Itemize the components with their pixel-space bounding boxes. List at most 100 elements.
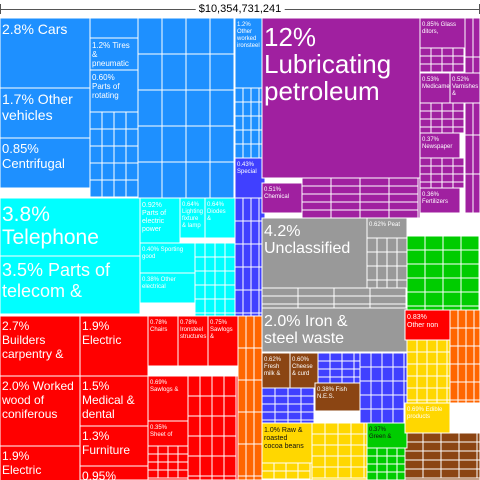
- filler-cell: [458, 441, 478, 452]
- filler-cell: [460, 277, 480, 293]
- filler-cell: [386, 463, 398, 473]
- filler-cell: [430, 47, 443, 57]
- filler-cell: [464, 173, 474, 214]
- filler-cell: [419, 110, 432, 120]
- filler-cell: [436, 351, 448, 365]
- tile: [289, 352, 319, 389]
- filler-cell: [224, 298, 236, 314]
- filler-cell: [234, 115, 244, 131]
- tile-label: 0.64% Lighting fixture & lamp: [182, 202, 203, 229]
- filler-cell: [185, 18, 211, 55]
- filler-cell: [465, 309, 475, 329]
- filler-cell: [441, 118, 454, 128]
- filler-cell: [441, 181, 454, 189]
- filler-cell: [333, 303, 371, 309]
- filler-cell: [381, 394, 394, 410]
- filler-cell: [224, 242, 236, 258]
- tile-label: 1.3% Furniture: [82, 429, 130, 457]
- tile: [261, 217, 368, 289]
- filler-cell: [125, 145, 139, 164]
- filler-cell: [381, 352, 394, 368]
- filler-cell: [404, 468, 424, 479]
- filler-cell: [242, 87, 252, 103]
- filler-cell: [199, 475, 213, 480]
- filler-cell: [194, 270, 206, 286]
- filler-cell: [177, 445, 189, 455]
- tile-label: 0.53% Medicament: [422, 77, 455, 90]
- filler-cell: [424, 263, 444, 279]
- filler-cell: [167, 453, 179, 463]
- filler-cell: [366, 471, 378, 480]
- filler-cell: [242, 129, 252, 145]
- filler-cell: [89, 162, 103, 181]
- filler-cell: [457, 309, 467, 329]
- filler-cell: [436, 387, 448, 401]
- filler-cell: [209, 125, 235, 163]
- filler-cell: [426, 339, 438, 353]
- filler-cell: [392, 380, 405, 396]
- filler-cell: [125, 179, 139, 198]
- filler-cell: [449, 345, 459, 365]
- filler-cell: [440, 450, 460, 461]
- filler-cell: [250, 197, 260, 222]
- filler-cell: [473, 381, 480, 401]
- filler-cell: [300, 395, 315, 405]
- filler-cell: [223, 455, 237, 477]
- filler-cell: [452, 110, 465, 120]
- filler-cell: [464, 134, 474, 175]
- filler-cell: [324, 466, 339, 479]
- filler-cell: [424, 291, 444, 307]
- filler-cell: [211, 415, 225, 437]
- filler-cell: [330, 201, 361, 211]
- filler-cell: [392, 352, 405, 368]
- filler-cell: [297, 295, 335, 305]
- filler-cell: [406, 339, 418, 353]
- filler-cell: [452, 102, 465, 112]
- tile: [449, 72, 480, 104]
- filler-cell: [317, 376, 331, 384]
- filler-cell: [386, 471, 398, 480]
- filler-cell: [157, 461, 169, 471]
- filler-cell: [301, 177, 332, 187]
- filler-cell: [157, 453, 169, 463]
- filler-cell: [274, 395, 289, 405]
- filler-cell: [242, 289, 252, 314]
- filler-cell: [442, 305, 462, 311]
- tile-label: 0.38% Other electrical: [142, 277, 176, 290]
- filler-cell: [388, 201, 419, 211]
- filler-cell: [359, 201, 390, 211]
- tile-label: 0.85% Glass ditors,: [422, 22, 456, 35]
- filler-cell: [113, 128, 127, 147]
- filler-cell: [300, 387, 315, 397]
- filler-cell: [101, 179, 115, 198]
- filler-cell: [161, 18, 187, 55]
- tile: [366, 217, 408, 239]
- filler-cell: [341, 376, 355, 384]
- filler-cell: [250, 87, 260, 103]
- filler-cell: [419, 118, 432, 128]
- filler-cell: [426, 351, 438, 365]
- filler-cell: [204, 270, 216, 286]
- filler-cell: [242, 266, 252, 291]
- tile-label: 3.5% Parts of telecom &: [2, 260, 111, 301]
- filler-cell: [101, 162, 115, 181]
- filler-cell: [245, 379, 255, 413]
- tile-label: 0.64% Diodes &: [207, 202, 226, 222]
- filler-cell: [261, 387, 276, 397]
- filler-cell: [89, 145, 103, 164]
- treemap-svg: 2.8% Cars 1.7% Other vehicles 1.2% Tires & pn…: [0, 18, 480, 480]
- filler-cell: [261, 470, 275, 480]
- filler-cell: [301, 185, 332, 195]
- filler-cell: [209, 18, 235, 55]
- total-span-tick-left: [0, 4, 1, 14]
- filler-cell: [211, 375, 225, 397]
- tile-label: 0.62% Peat: [369, 222, 400, 228]
- filler-cell: [237, 379, 247, 413]
- filler-cell: [113, 162, 127, 181]
- filler-cell: [442, 235, 462, 251]
- filler-cell: [406, 263, 426, 279]
- filler-cell: [223, 415, 237, 437]
- filler-cell: [187, 415, 201, 437]
- filler-cell: [376, 251, 388, 267]
- filler-cell: [406, 305, 426, 311]
